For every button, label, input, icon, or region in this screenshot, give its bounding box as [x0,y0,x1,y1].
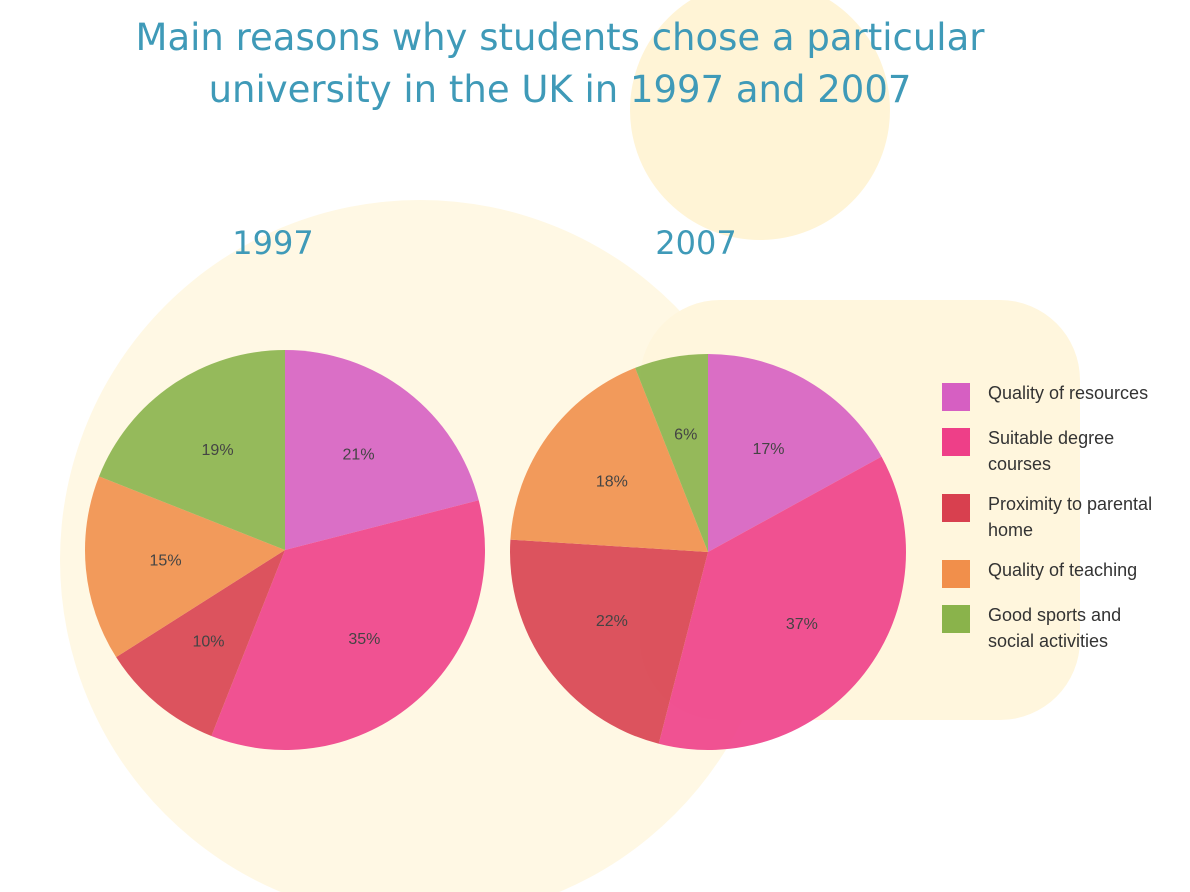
pie-slice [708,353,882,552]
pie-title: 1997 [232,224,313,262]
legend-label: Good sports and social activities [988,605,1122,651]
chart-title: Main reasons why students chose a partic… [135,16,985,111]
pie-slice [510,367,708,552]
legend-swatch [942,428,970,456]
pie-slice [635,354,708,552]
data-label: 17% [752,441,784,458]
data-label: 21% [343,446,375,463]
legend-label: Quality of teaching [988,560,1138,580]
legend-item: Proximity to parental home [942,491,1190,543]
data-label: 18% [596,473,628,490]
pie-slice [510,539,708,744]
pie-slice [116,550,285,736]
legend-label: Quality of resources [988,383,1149,403]
data-label: 6% [674,427,697,444]
data-label: 35% [348,631,380,648]
pie-slice [211,500,485,750]
legend-swatch [942,494,970,522]
background-shape [630,0,890,240]
pie-slice [99,350,285,550]
legend-item: Good sports and social activities [942,602,1190,654]
legend-item: Suitable degree courses [942,425,1190,477]
pie-slice [658,456,907,750]
data-label: 19% [202,442,234,459]
legend-label: Suitable degree courses [988,428,1115,474]
legend-item: Quality of teaching [942,557,1190,588]
pie-title: 2007 [655,224,736,262]
data-label: 15% [150,553,182,570]
legend-swatch [942,560,970,588]
legend: Quality of resources Suitable degree cour… [942,380,1190,668]
pie-slice [285,350,479,550]
legend-swatch [942,383,970,411]
legend-swatch [942,605,970,633]
pie-slice [85,476,285,658]
legend-item: Quality of resources [942,380,1190,411]
legend-label: Proximity to parental home [988,494,1153,540]
data-label: 22% [596,613,628,630]
data-label: 37% [786,616,818,633]
data-label: 10% [192,634,224,651]
